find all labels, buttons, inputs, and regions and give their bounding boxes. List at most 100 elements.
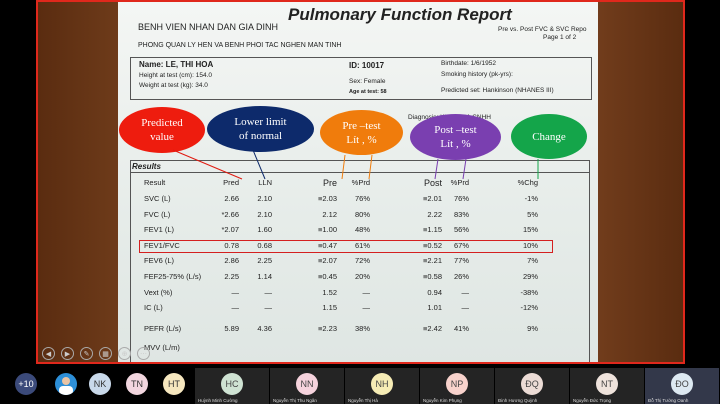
- cell: 2.12: [322, 210, 337, 219]
- row-label: FEV6 (L): [144, 256, 175, 265]
- cell: 0.78: [224, 241, 239, 250]
- cell: ≡2.42: [423, 324, 442, 333]
- divider: [130, 172, 590, 173]
- cell: *2.66: [221, 210, 239, 219]
- cell: 0.94: [427, 288, 442, 297]
- results-heading: Results: [132, 162, 161, 171]
- cell: ≡1.15: [423, 225, 442, 234]
- cell: %Chg: [517, 178, 538, 187]
- cell: —: [231, 288, 240, 297]
- see-all-slides-icon[interactable]: ▦: [99, 347, 112, 360]
- cell: ≡2.03: [318, 194, 337, 203]
- cell: 2.10: [257, 194, 272, 203]
- report-title: Pulmonary Function Report: [288, 5, 512, 24]
- cell: ≡2.23: [318, 324, 337, 333]
- participant-tile[interactable]: ĐQ Đinh Hương Quỳnh: [495, 368, 569, 404]
- row-label: FEV1/FVC: [144, 241, 180, 250]
- arrow-pre-prd: [368, 154, 373, 180]
- cell: 61%: [354, 241, 370, 250]
- cell: 2.22: [427, 210, 442, 219]
- table-row: FEF25-75% (L/s) 2.25 1.14 ≡0.45 20% ≡0.58 26% 2…: [118, 272, 598, 286]
- previous-icon[interactable]: ◀: [42, 347, 55, 360]
- participant-tile[interactable]: NT Nguyễn Đức Trọng: [570, 368, 644, 404]
- cell: 10%: [522, 241, 538, 250]
- patient-weight: Weight at test (kg): 34.0: [139, 82, 208, 89]
- pen-icon[interactable]: ✎: [80, 347, 93, 360]
- participant-name: Nguyễn Thị Hà: [348, 398, 378, 403]
- cell: *2.07: [221, 225, 239, 234]
- cell: 72%: [354, 256, 370, 265]
- zoom-icon[interactable]: ⊕: [118, 347, 131, 360]
- results-box: [130, 160, 590, 362]
- cell: 5.89: [224, 324, 239, 333]
- cell: Pred: [223, 178, 239, 187]
- patient-sex: Sex: Female: [349, 78, 386, 85]
- participants-strip: +10 NK TN HT HC Huỳnh Minh Cường NN Nguyễn Th…: [0, 368, 720, 404]
- cell: —: [362, 288, 371, 297]
- cell: 77%: [453, 256, 469, 265]
- annotation-bubble: Pre –test Lít , %: [320, 110, 403, 155]
- avatar[interactable]: [55, 373, 77, 395]
- cell: 83%: [453, 210, 469, 219]
- page-number: Page 1 of 2: [543, 34, 577, 41]
- patient-id: ID: 10017: [349, 61, 385, 70]
- participant-tile[interactable]: NH Nguyễn Thị Hà: [345, 368, 419, 404]
- cell: ≡2.01: [423, 194, 442, 203]
- cell: 38%: [354, 324, 370, 333]
- arrow-lln: [252, 149, 266, 180]
- participant-name: Nguyễn Đức Trọng: [573, 398, 612, 403]
- table-row: FVC (L) *2.66 2.10 2.12 80% 2.22 83% 5%: [118, 210, 598, 224]
- cell: -1%: [524, 194, 538, 203]
- row-label: SVC (L): [144, 194, 171, 203]
- bubble-line1: Lower limit: [234, 116, 287, 128]
- cell: 29%: [522, 272, 538, 281]
- bubble-line2: value: [150, 131, 174, 143]
- more-participants-button[interactable]: +10: [15, 373, 37, 395]
- participant-avatar[interactable]: NK: [89, 373, 111, 395]
- annotation-bubble: Predicted value: [119, 107, 205, 153]
- participant-tile[interactable]: ĐO Đỗ Thị Tường Oanh: [645, 368, 719, 404]
- participant-tile[interactable]: HC Huỳnh Minh Cường: [195, 368, 269, 404]
- cell: Pre: [322, 178, 337, 188]
- cell: ≡1.00: [318, 225, 337, 234]
- department-name: PHONG QUAN LY HEN VA BENH PHOI TAC NGHEN…: [138, 42, 342, 49]
- participant-avatar[interactable]: HT: [163, 373, 185, 395]
- cell: 2.66: [224, 194, 239, 203]
- cell: 26%: [453, 272, 469, 281]
- patient-height: Height at test (cm): 154.0: [139, 72, 212, 79]
- table-header: Result Pred LLN Pre %Prd Post %Prd %Chg: [118, 178, 598, 192]
- cell: 67%: [453, 241, 469, 250]
- row-label: Vext (%): [144, 288, 173, 297]
- cell: ≡0.58: [423, 272, 442, 281]
- more-icon[interactable]: ⋯: [137, 347, 150, 360]
- participant-avatar[interactable]: TN: [126, 373, 148, 395]
- shared-screen: Pulmonary Function Report BENH VIEN NHAN…: [36, 0, 685, 364]
- cell: 15%: [522, 225, 538, 234]
- cell: ≡2.07: [318, 256, 337, 265]
- cell: 5%: [527, 210, 538, 219]
- participant-name: Đinh Hương Quỳnh: [498, 398, 538, 403]
- bubble-line1: Change: [532, 130, 566, 143]
- participant-name: Nguyễn Kim Phụng: [423, 398, 462, 403]
- table-row: Vext (%) — — 1.52 — 0.94 — -38%: [118, 288, 598, 302]
- next-icon[interactable]: ▶: [61, 347, 74, 360]
- participant-tile[interactable]: NN Nguyễn Thị Thu Ngân: [270, 368, 344, 404]
- cell: 56%: [453, 225, 469, 234]
- participant-avatar: NH: [371, 373, 393, 395]
- cell: 7%: [527, 256, 538, 265]
- bubble-line2: Lít , %: [440, 138, 471, 150]
- participant-avatar: ĐQ: [521, 373, 543, 395]
- cell: 1.14: [257, 272, 272, 281]
- patient-name: Name: LE, THI HOA: [139, 60, 214, 69]
- predicted-set: Predicted set: Hankinson (NHANES III): [441, 87, 554, 94]
- participant-name: Nguyễn Thị Thu Ngân: [273, 398, 317, 403]
- participant-tile[interactable]: NP Nguyễn Kim Phụng: [420, 368, 494, 404]
- cell: %Prd: [351, 178, 370, 187]
- annotation-bubble: Lower limit of normal: [207, 106, 314, 152]
- cell: 2.10: [257, 210, 272, 219]
- annotation-arrows: [172, 149, 539, 180]
- patient-age: Age at test: 58: [349, 89, 387, 95]
- participant-avatar: NT: [596, 373, 618, 395]
- bubble-line1: Post –test: [434, 124, 477, 136]
- cell: %Prd: [450, 178, 469, 187]
